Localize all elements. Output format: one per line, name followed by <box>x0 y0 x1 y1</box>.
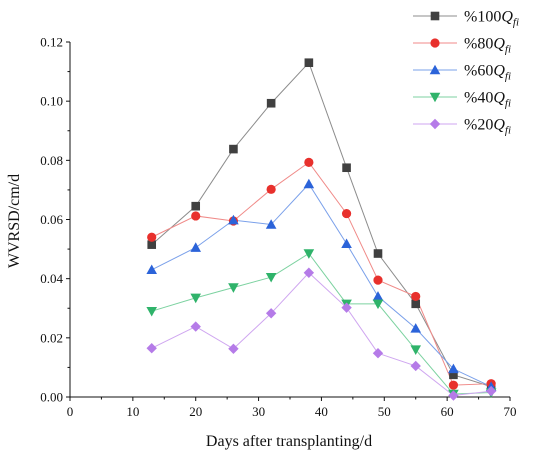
series-line-2 <box>151 161 492 386</box>
legend-item: %80Qfi <box>413 36 511 56</box>
data-point <box>373 275 383 285</box>
x-tick-label: 30 <box>252 404 265 419</box>
data-point <box>448 380 459 390</box>
data-point <box>147 232 157 242</box>
data-point <box>341 208 352 219</box>
y-tick-label: 0.00 <box>40 390 63 405</box>
data-point <box>191 201 201 211</box>
data-point <box>303 267 315 278</box>
x-tick-label: 70 <box>504 404 517 419</box>
data-point <box>411 299 421 309</box>
x-tick-label: 60 <box>441 404 454 419</box>
x-tick-label: 0 <box>67 404 74 419</box>
data-point <box>304 58 314 68</box>
data-point <box>372 291 384 301</box>
data-point <box>265 272 277 283</box>
legend-label: %80Qfi <box>464 36 511 56</box>
legend-marker <box>430 38 440 48</box>
data-point <box>303 178 315 189</box>
data-point <box>146 264 158 275</box>
data-point <box>191 211 201 221</box>
data-point <box>146 306 158 317</box>
data-point <box>304 157 314 168</box>
legend-item: %40Qfi <box>413 90 511 110</box>
legend-label: %40Qfi <box>464 90 511 110</box>
data-point <box>266 184 276 194</box>
legend-item: %20Qfi <box>413 117 511 137</box>
legend-marker <box>429 92 441 103</box>
data-point <box>341 302 352 313</box>
data-point <box>485 385 497 397</box>
data-point <box>265 308 277 319</box>
data-point <box>228 283 239 293</box>
data-point <box>342 163 351 173</box>
data-point <box>372 299 384 310</box>
data-point <box>229 144 238 154</box>
data-point <box>410 360 421 372</box>
series-line-5 <box>151 272 492 397</box>
data-point <box>265 219 277 229</box>
data-point <box>372 348 384 359</box>
x-tick-label: 10 <box>126 404 139 419</box>
series-points <box>146 58 497 401</box>
data-point <box>190 321 201 332</box>
series-line-3 <box>151 183 492 388</box>
y-tick-label: 0.06 <box>40 212 63 227</box>
y-tick-label: 0.08 <box>40 153 63 168</box>
y-tick-label: 0.02 <box>40 330 63 345</box>
data-point <box>190 293 202 304</box>
series-line-4 <box>151 252 492 395</box>
y-axis-title: WVRSD/cm/d <box>6 174 23 268</box>
data-point <box>228 214 239 225</box>
data-point <box>373 249 383 258</box>
data-point <box>448 363 459 374</box>
y-tick-label: 0.10 <box>40 94 63 109</box>
x-axis-title: Days after transplanting/d <box>206 433 372 450</box>
axes: 0 10 20 30 40 50 60 70 0.00 0.02 0.04 0.06 0.08 0.10 0… <box>40 35 516 420</box>
data-point <box>449 370 458 380</box>
x-tick-label: 40 <box>315 404 328 419</box>
legend: %100Qfi %80Qfi %60Qfi %40Qfi %20Qfi <box>413 9 519 137</box>
y-tick-label: 0.04 <box>40 271 63 286</box>
legend-label: %100Qfi <box>464 9 519 29</box>
data-point <box>228 343 239 354</box>
data-point <box>303 249 315 259</box>
x-tick-label: 50 <box>378 404 391 419</box>
data-point <box>266 98 276 108</box>
legend-marker <box>429 118 441 130</box>
legend-label: %60Qfi <box>464 63 511 83</box>
series-line-1 <box>151 61 492 388</box>
data-point <box>147 240 157 249</box>
data-point <box>448 390 459 401</box>
data-point <box>410 323 422 333</box>
x-tick-label: 20 <box>189 404 202 419</box>
legend-marker <box>430 11 440 21</box>
legend-item: %60Qfi <box>413 63 511 83</box>
data-point <box>341 238 352 248</box>
series-lines <box>151 61 492 397</box>
y-tick-label: 0.12 <box>40 35 63 50</box>
legend-label: %20Qfi <box>464 117 511 137</box>
data-point <box>411 291 421 302</box>
legend-marker <box>429 64 441 75</box>
legend-item: %100Qfi <box>413 9 519 29</box>
data-point <box>146 342 157 354</box>
data-point <box>190 242 202 252</box>
data-point <box>410 345 422 355</box>
